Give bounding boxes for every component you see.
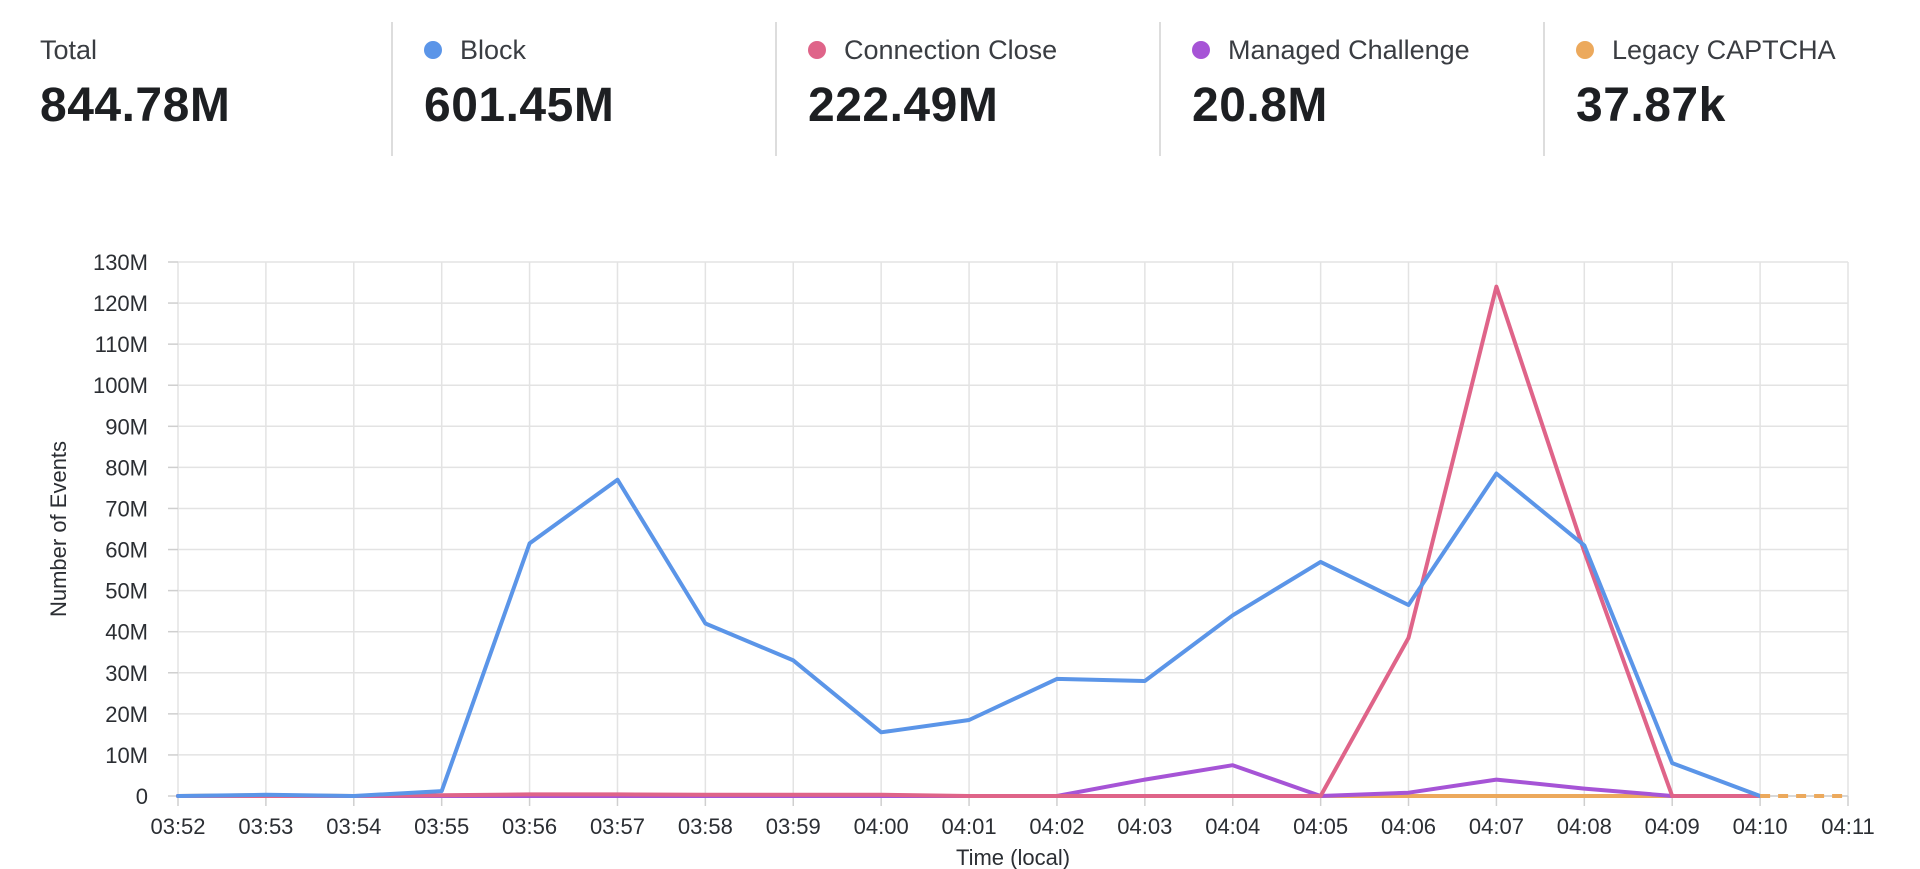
x-tick-label: 03:52 [150, 814, 205, 839]
x-tick-label: 04:10 [1733, 814, 1788, 839]
stat-managed-challenge-label-row: Managed Challenge [1192, 22, 1470, 78]
stat-connection-close-label: Connection Close [844, 35, 1058, 65]
stat-connection-close-label-row: Connection Close [808, 22, 1057, 78]
y-axis-title: Number of Events [46, 441, 71, 617]
y-tick-label: 110M [95, 332, 148, 357]
block-dot-icon [424, 41, 442, 59]
x-tick-label: 03:59 [766, 814, 821, 839]
stat-block[interactable]: Block 601.45M [424, 22, 614, 156]
stat-divider [775, 22, 777, 156]
x-tick-label: 03:55 [414, 814, 469, 839]
chart-grid [177, 261, 1849, 797]
y-tick-label: 50M [105, 579, 148, 604]
y-axis-ticks: 0 10M 20M 30M 40M 50M 60M 70M 80M 90M 100M 110M 120M… [93, 250, 178, 809]
stat-block-label: Block [460, 35, 527, 65]
events-line-chart[interactable]: 0 10M 20M 30M 40M 50M 60M 70M 80M 90M 100M 110M 120M… [0, 170, 1920, 869]
stat-managed-challenge-label: Managed Challenge [1228, 35, 1470, 65]
stat-block-value: 601.45M [424, 79, 615, 132]
y-tick-label: 40M [105, 620, 148, 645]
stat-total-label: Total [40, 35, 98, 65]
y-tick-label: 0 [136, 784, 148, 809]
series-line-connection-close [176, 284, 1763, 798]
y-tick-label: 70M [105, 496, 148, 521]
x-tick-label: 04:09 [1645, 814, 1700, 839]
x-tick-label: 04:08 [1557, 814, 1612, 839]
chart-series [176, 284, 1848, 798]
stat-connection-close-value: 222.49M [808, 79, 999, 132]
stat-legacy-captcha-label-row: Legacy CAPTCHA [1576, 22, 1836, 78]
x-tick-label: 03:57 [590, 814, 645, 839]
x-axis-ticks: 03:52 03:53 03:54 03:55 03:56 03:57 03:58 03:59… [150, 796, 1875, 839]
stat-total-value: 844.78M [40, 79, 231, 132]
stat-divider [1159, 22, 1161, 156]
legacy-captcha-dot-icon [1576, 41, 1594, 59]
x-tick-label: 03:54 [326, 814, 381, 839]
x-tick-label: 04:00 [854, 814, 909, 839]
y-tick-label: 60M [105, 538, 148, 563]
stat-managed-challenge[interactable]: Managed Challenge 20.8M [1192, 22, 1470, 156]
y-tick-label: 80M [105, 455, 148, 480]
stat-managed-challenge-value: 20.8M [1192, 79, 1328, 132]
x-axis-title: Time (local) [956, 845, 1070, 869]
x-tick-label: 04:03 [1117, 814, 1172, 839]
x-tick-label: 03:53 [238, 814, 293, 839]
y-tick-label: 130M [93, 250, 148, 275]
y-tick-label: 100M [93, 373, 148, 398]
y-tick-label: 20M [105, 702, 148, 727]
stat-connection-close[interactable]: Connection Close 222.49M [808, 22, 1057, 156]
x-tick-label: 04:02 [1029, 814, 1084, 839]
stat-legacy-captcha-value: 37.87k [1576, 79, 1726, 132]
y-tick-label: 90M [105, 414, 148, 439]
series-line-block [176, 471, 1763, 798]
connection-close-dot-icon [808, 41, 826, 59]
x-tick-label: 04:11 [1821, 814, 1874, 839]
summary-stats: Total 844.78M Block 601.45M Connection C… [0, 0, 1920, 170]
stat-block-label-row: Block [424, 22, 614, 78]
y-tick-label: 30M [105, 661, 148, 686]
x-tick-label: 03:56 [502, 814, 557, 839]
x-tick-label: 04:01 [942, 814, 997, 839]
y-tick-label: 120M [93, 291, 148, 316]
x-tick-label: 03:58 [678, 814, 733, 839]
stat-divider [1543, 22, 1545, 156]
stat-legacy-captcha-label: Legacy CAPTCHA [1612, 35, 1836, 65]
x-tick-label: 04:05 [1293, 814, 1348, 839]
stat-divider [391, 22, 393, 156]
stat-legacy-captcha[interactable]: Legacy CAPTCHA 37.87k [1576, 22, 1836, 156]
y-tick-label: 10M [105, 743, 148, 768]
x-tick-label: 04:06 [1381, 814, 1436, 839]
x-tick-label: 04:07 [1469, 814, 1524, 839]
x-tick-label: 04:04 [1205, 814, 1260, 839]
stat-total: Total 844.78M [40, 22, 230, 156]
managed-challenge-dot-icon [1192, 41, 1210, 59]
